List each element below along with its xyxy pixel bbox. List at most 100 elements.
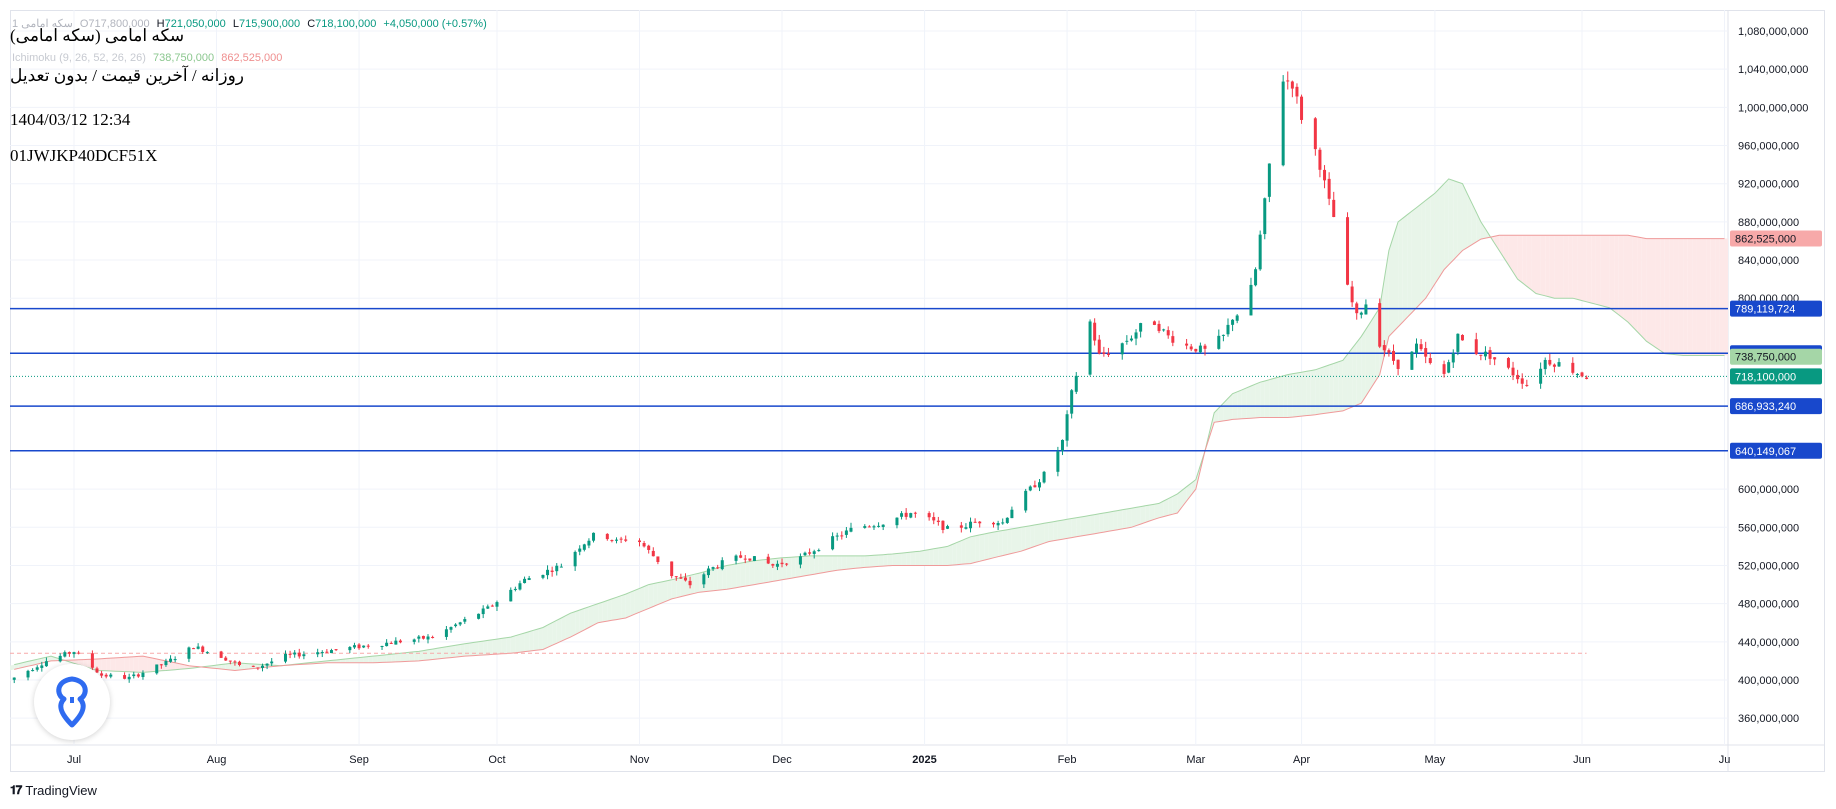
last-price-label-bg (1730, 368, 1822, 385)
cloud-segment (1650, 238, 1656, 348)
cloud-segment (377, 655, 383, 663)
candle-body (228, 660, 232, 662)
cloud-segment (37, 658, 42, 665)
cloud-segment (349, 658, 355, 663)
candle-body (90, 653, 94, 668)
cloud-segment (1048, 521, 1054, 542)
horizontal-levels[interactable] (10, 307, 1728, 654)
cloud-segment (432, 648, 438, 660)
overlay-subtitle: روزانه / آخرین قیمت / بدون تعدیل (10, 66, 245, 85)
cloud-segment (998, 530, 1003, 557)
cloud-segment (1260, 380, 1265, 418)
cloud-segment (1329, 363, 1334, 413)
cloud-segment (18, 662, 24, 669)
y-tick-label: 360,000,000 (1738, 713, 1799, 725)
y-tick-label: 480,000,000 (1738, 599, 1799, 611)
candle-body (1185, 343, 1189, 346)
cloud-segment (754, 560, 760, 585)
x-tick-label: May (1424, 754, 1445, 766)
cloud-segment (1724, 238, 1728, 356)
y-tick-label: 440,000,000 (1738, 637, 1799, 649)
y-tick-label: 920,000,000 (1738, 179, 1799, 191)
cloud-segment (1347, 348, 1353, 409)
change-value: +4,050,000 (+0.57%) (383, 18, 487, 30)
x-tick-label: Sep (349, 754, 369, 766)
candle-body (844, 530, 848, 535)
cloud-segment (1517, 235, 1523, 283)
candle-body (132, 674, 136, 677)
cloud-segment (1453, 180, 1458, 261)
price-axis[interactable]: 1,080,000,000 1,040,000,000 1,000,000,000 9… (1738, 26, 1808, 725)
cloud-segment (782, 557, 787, 580)
candle-body (463, 619, 467, 622)
cloud-segment (850, 555, 856, 569)
candle-body (808, 552, 812, 554)
cloud-segment (786, 557, 792, 579)
tradingview-name: TradingView (25, 783, 97, 798)
cloud-segment (565, 613, 571, 640)
candle-body (169, 658, 173, 662)
cloud-segment (1214, 407, 1219, 423)
cloud-segment (1099, 512, 1104, 533)
candle-body (1267, 163, 1271, 197)
cloud-segment (1416, 203, 1422, 308)
cloud-segment (933, 547, 939, 566)
candle-body (1157, 323, 1161, 332)
cloud-segment (726, 564, 732, 590)
candle-body (1585, 377, 1589, 379)
tradingview-brand[interactable]: 𝟏𝟕 TradingView (10, 783, 97, 798)
candle-body (518, 583, 522, 590)
cloud-segment (873, 554, 879, 567)
candle-body (63, 652, 67, 657)
cloud-segment (1687, 238, 1693, 356)
cloud-segment (1250, 384, 1256, 419)
candle-body (238, 661, 242, 666)
span-b-price-label: 862,525,000 (1735, 234, 1796, 246)
cloud-segment (451, 645, 456, 658)
candle-body (320, 652, 324, 654)
cloud-segment (1172, 493, 1178, 515)
candle-body (201, 646, 205, 652)
candle-body (969, 521, 973, 529)
cloud-segment (616, 595, 622, 620)
x-tick-label: Dec (772, 754, 792, 766)
cloud-segment (115, 657, 120, 672)
x-tick-label: Mar (1186, 754, 1205, 766)
cloud-segment (630, 590, 635, 617)
candle-body (1102, 352, 1106, 354)
candle-body (421, 635, 425, 639)
cloud-segment (28, 660, 33, 667)
candle-body (1254, 269, 1258, 286)
cloud-segment (901, 552, 907, 566)
cloud-segment (1536, 235, 1541, 295)
cloud-segment (653, 582, 658, 607)
candle-body (385, 642, 389, 647)
cloud-segment (469, 642, 474, 656)
cloud-segment (1664, 238, 1670, 355)
cloud-segment (1154, 503, 1160, 520)
candle-body (913, 512, 917, 514)
cloud-segment (1701, 238, 1707, 356)
cloud-segment (1315, 368, 1320, 415)
cloud-segment (588, 605, 594, 628)
candle-body (1332, 199, 1336, 218)
cloud-segment (1126, 508, 1132, 529)
candle-body (716, 567, 720, 569)
candle-body (477, 613, 481, 619)
cloud-segment (1283, 374, 1288, 418)
candle-body (587, 540, 591, 546)
candle-body (817, 550, 821, 552)
cloud-segment (1623, 235, 1628, 323)
cloud-segment (1559, 235, 1564, 299)
cloud-segment (1223, 398, 1228, 421)
candle-body (941, 520, 945, 530)
cloud-segment (892, 553, 897, 566)
x-tick-label: Jun (1573, 754, 1591, 766)
cloud-segment (869, 555, 874, 568)
candle-body (555, 565, 559, 572)
indicator-name: Ichimoku (9, 26, 52, 26, 26) (12, 52, 146, 64)
cloud-segment (1430, 193, 1435, 292)
broker-logo (34, 664, 110, 740)
time-axis[interactable]: Jul Aug Sep Oct Nov Dec 2025 Feb Mar Apr May Jun Ju (67, 754, 1730, 766)
